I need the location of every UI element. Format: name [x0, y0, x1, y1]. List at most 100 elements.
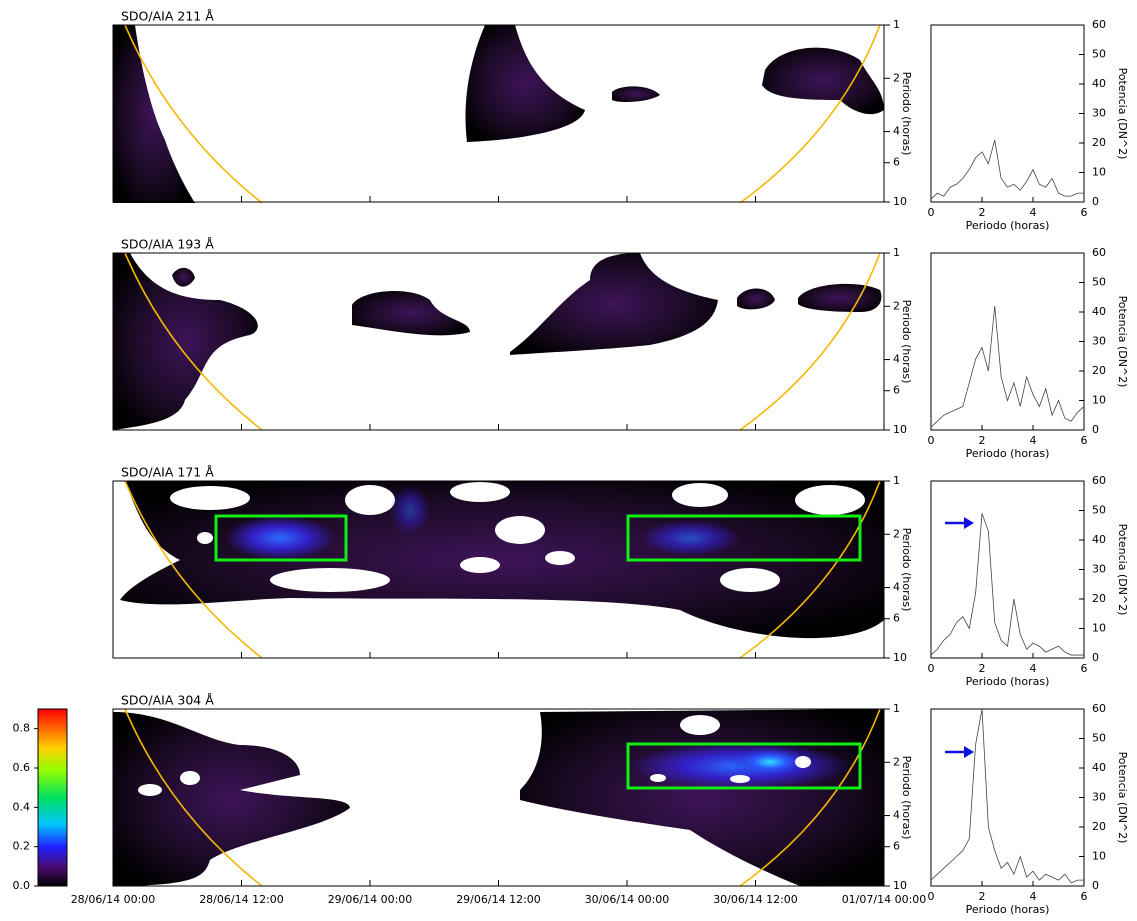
spectrum-line — [930, 513, 1084, 656]
y-tick-label: 1 — [893, 246, 900, 259]
x-tick-label: 0 — [928, 206, 935, 219]
y-tick-label: 1 — [893, 474, 900, 487]
y-tick-label: 1 — [893, 702, 900, 715]
y-tick-label: 10 — [1092, 166, 1106, 179]
y-tick-label: 40 — [1092, 761, 1106, 774]
y-tick-label: 2 — [893, 71, 900, 84]
spectrum-frame — [930, 24, 1085, 203]
y-tick-label: 0 — [1092, 651, 1099, 664]
x-tick-label: 30/06/14 00:00 — [585, 893, 670, 906]
colorbar-tick-label: 0.6 — [13, 761, 31, 774]
colorbar-tick-label: 0.2 — [13, 840, 31, 853]
y-axis-label: Periodo (horas) — [900, 300, 913, 384]
y-tick-label: 20 — [1092, 820, 1106, 833]
x-tick-label: 28/06/14 00:00 — [71, 893, 156, 906]
x-axis-label: Periodo (horas) — [966, 219, 1050, 232]
y-tick-label: 60 — [1092, 702, 1106, 715]
y-tick-label: 40 — [1092, 533, 1106, 546]
x-axis-label: Periodo (horas) — [966, 675, 1050, 688]
y-tick-label: 20 — [1092, 592, 1106, 605]
y-tick-label: 1 — [893, 18, 900, 31]
y-axis-label: Potencia (DN^2) — [1116, 68, 1129, 160]
y-tick-label: 30 — [1092, 107, 1106, 120]
y-tick-label: 10 — [893, 651, 907, 664]
y-tick-label: 0 — [1092, 195, 1099, 208]
y-axis-label: Potencia (DN^2) — [1116, 752, 1129, 844]
x-tick-label: 30/06/14 12:00 — [713, 893, 798, 906]
spectrum-line — [930, 139, 1084, 200]
y-axis-label: Potencia (DN^2) — [1116, 524, 1129, 616]
y-tick-label: 60 — [1092, 474, 1106, 487]
y-tick-label: 50 — [1092, 48, 1106, 61]
x-tick-label: 0 — [928, 890, 935, 903]
y-tick-label: 10 — [1092, 850, 1106, 863]
spectrum-frame — [930, 708, 1085, 887]
y-axis-label: Periodo (horas) — [900, 756, 913, 840]
x-tick-label: 4 — [1030, 206, 1037, 219]
y-tick-label: 2 — [893, 299, 900, 312]
x-tick-label: 6 — [1081, 662, 1088, 675]
colorbar-tick-label: 0.8 — [13, 722, 31, 735]
y-tick-label: 6 — [893, 840, 900, 853]
y-tick-label: 4 — [893, 353, 900, 366]
x-tick-label: 2 — [979, 206, 986, 219]
y-tick-label: 0 — [1092, 879, 1099, 892]
colorbar-tick-label: 0.0 — [13, 879, 31, 892]
panel-title: SDO/AIA 304 Å — [121, 693, 214, 708]
x-tick-label: 29/06/14 00:00 — [328, 893, 413, 906]
y-tick-label: 60 — [1092, 18, 1106, 31]
x-tick-label: 0 — [928, 662, 935, 675]
y-tick-label: 10 — [893, 879, 907, 892]
panel-title: SDO/AIA 211 Å — [121, 9, 214, 24]
cone-of-influence — [124, 24, 881, 887]
y-axis-label: Potencia (DN^2) — [1116, 296, 1129, 388]
colorbar — [37, 708, 68, 887]
y-tick-label: 4 — [893, 125, 900, 138]
x-tick-label: 01/07/14 00:00 — [842, 893, 927, 906]
y-tick-label: 6 — [893, 156, 900, 169]
y-tick-label: 4 — [893, 581, 900, 594]
y-tick-label: 0 — [1092, 423, 1099, 436]
y-tick-label: 2 — [893, 527, 900, 540]
x-tick-label: 4 — [1030, 662, 1037, 675]
x-tick-label: 2 — [979, 662, 986, 675]
x-tick-label: 6 — [1081, 890, 1088, 903]
y-tick-label: 30 — [1092, 563, 1106, 576]
x-tick-label: 6 — [1081, 434, 1088, 447]
y-tick-label: 50 — [1092, 732, 1106, 745]
y-tick-label: 40 — [1092, 77, 1106, 90]
y-tick-label: 40 — [1092, 305, 1106, 318]
spectrum-frame — [930, 252, 1085, 431]
x-axis-label: Periodo (horas) — [966, 447, 1050, 460]
x-axis-label: Periodo (horas) — [966, 903, 1050, 916]
x-tick-label: 0 — [928, 434, 935, 447]
y-tick-label: 30 — [1092, 791, 1106, 804]
y-tick-label: 10 — [893, 195, 907, 208]
y-tick-label: 30 — [1092, 335, 1106, 348]
colorbar-tick-label: 0.4 — [13, 800, 31, 813]
y-tick-label: 60 — [1092, 246, 1106, 259]
y-tick-label: 6 — [893, 384, 900, 397]
y-axis-label: Periodo (horas) — [900, 72, 913, 156]
spectrum-line — [930, 306, 1085, 428]
y-tick-label: 4 — [893, 809, 900, 822]
x-tick-label: 2 — [979, 890, 986, 903]
x-tick-label: 4 — [1030, 890, 1037, 903]
panel-title: SDO/AIA 171 Å — [121, 465, 214, 480]
spectrum-line — [930, 708, 1084, 884]
y-tick-label: 50 — [1092, 276, 1106, 289]
y-tick-label: 2 — [893, 755, 900, 768]
highlights — [214, 514, 974, 790]
y-tick-label: 20 — [1092, 136, 1106, 149]
y-tick-label: 10 — [893, 423, 907, 436]
y-axis-label: Periodo (horas) — [900, 528, 913, 612]
y-tick-label: 20 — [1092, 364, 1106, 377]
y-tick-label: 10 — [1092, 622, 1106, 635]
y-tick-label: 6 — [893, 612, 900, 625]
x-tick-label: 29/06/14 12:00 — [456, 893, 541, 906]
spectrum-frame — [930, 480, 1085, 659]
x-tick-label: 4 — [1030, 434, 1037, 447]
y-tick-label: 10 — [1092, 394, 1106, 407]
x-tick-label: 28/06/14 12:00 — [199, 893, 284, 906]
